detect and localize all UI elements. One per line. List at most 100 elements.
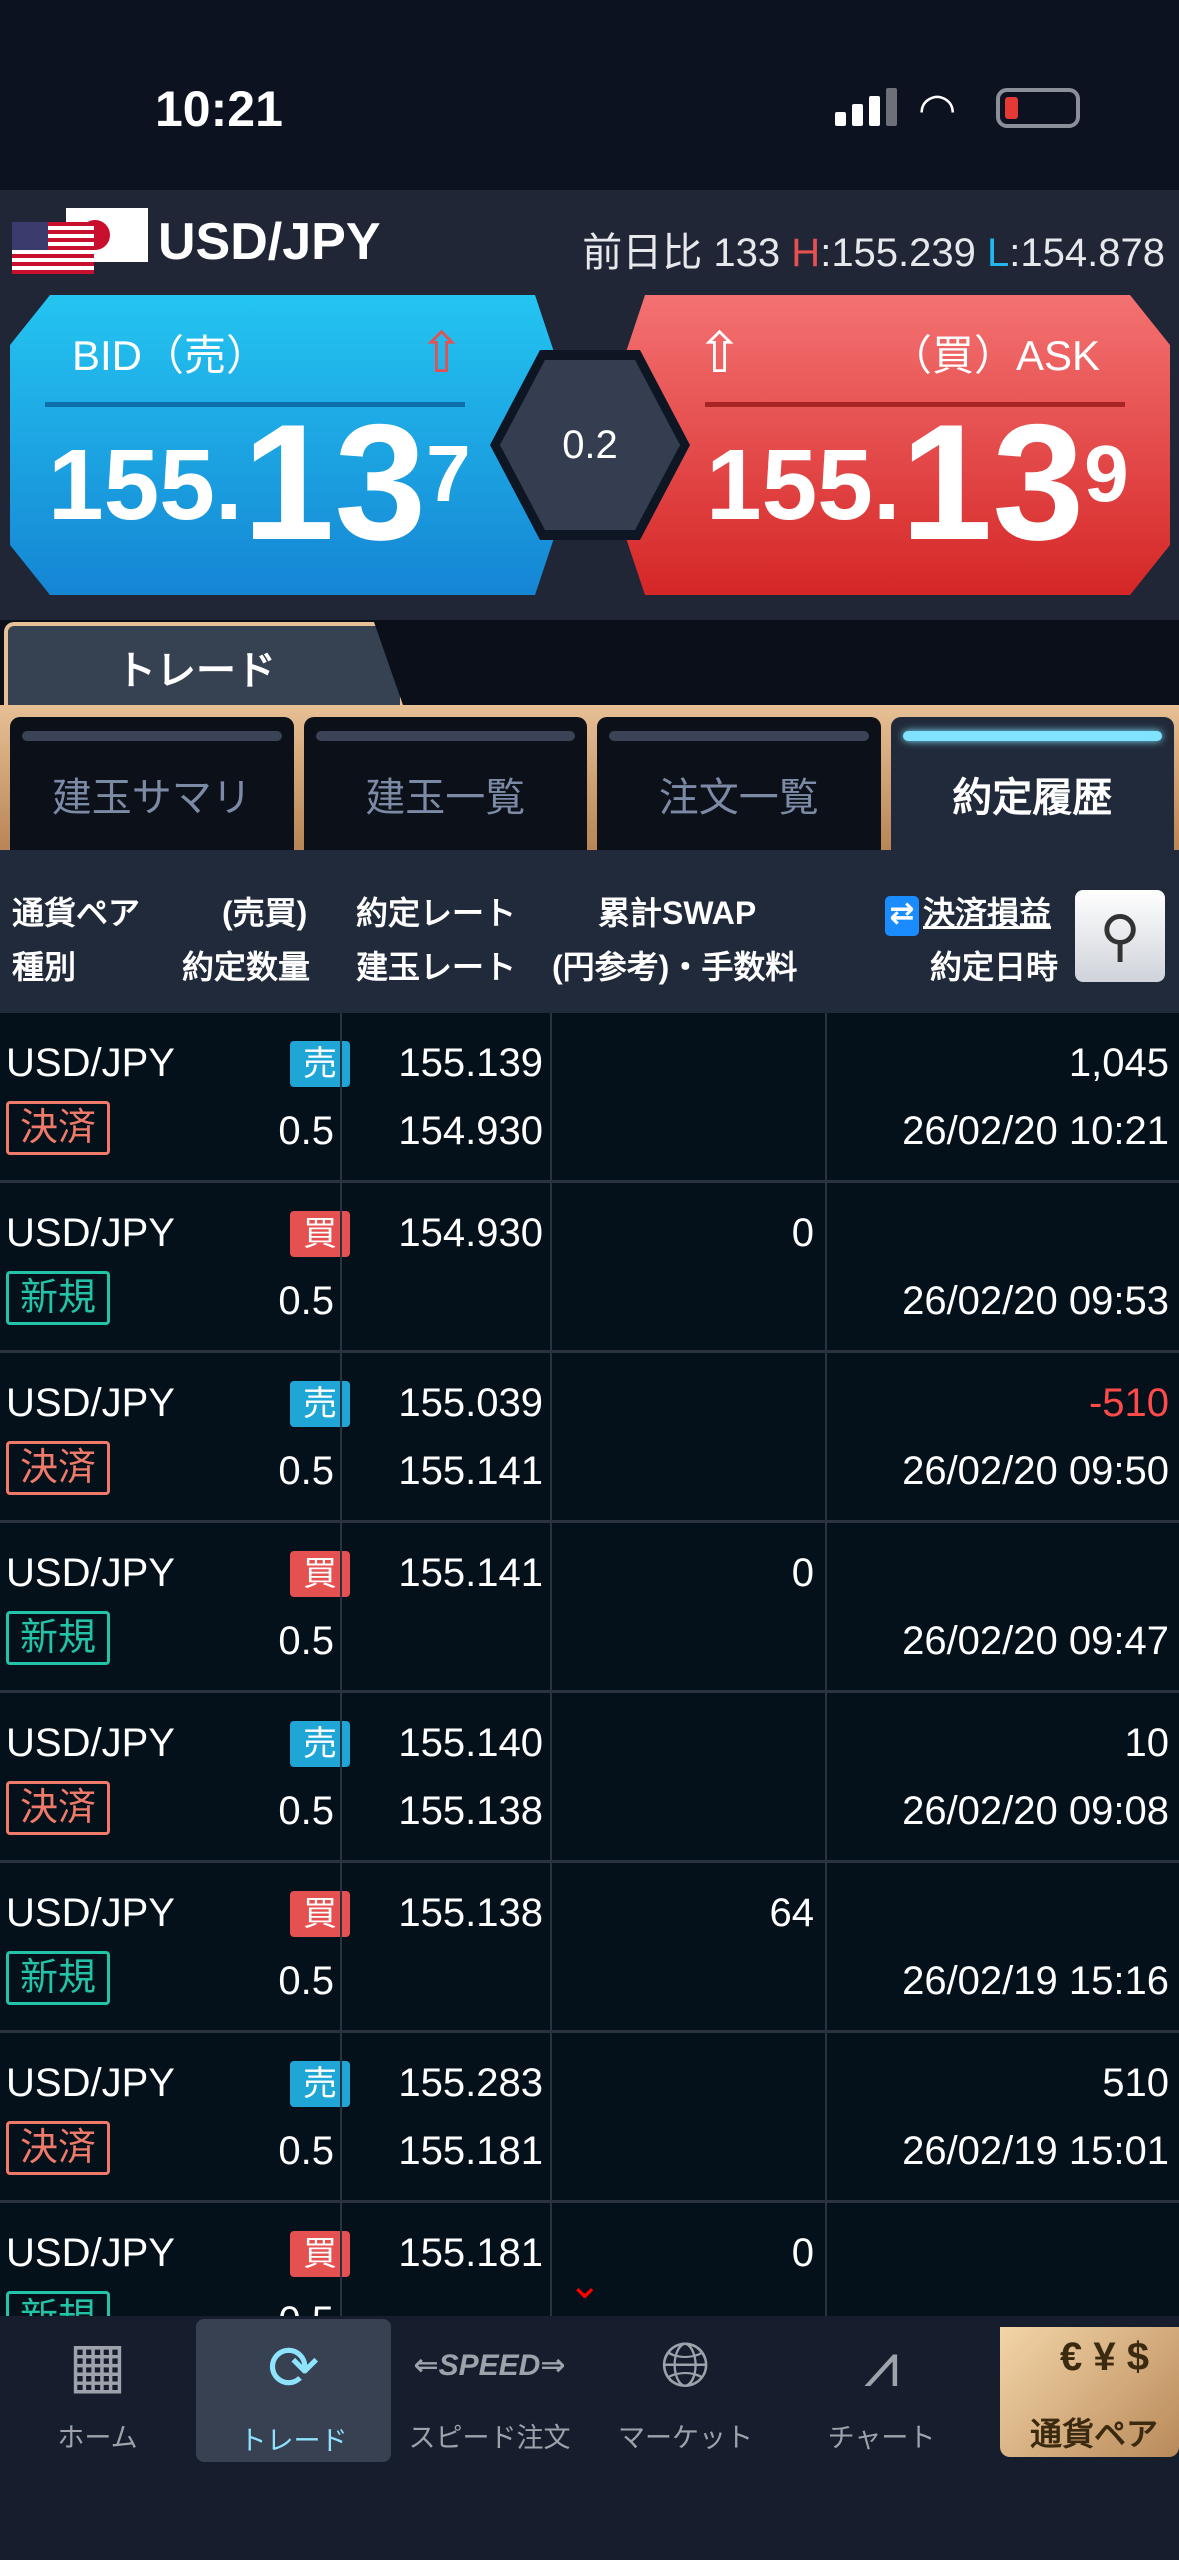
pair: USD/JPY [6, 1381, 175, 1425]
wifi-icon: ◠ [918, 85, 957, 134]
tab-position-summary[interactable]: 建玉サマリ [10, 717, 294, 850]
exec-rate: 155.141 [398, 1551, 543, 1595]
exec-date: 26/02/20 10:21 [902, 1109, 1169, 1153]
column-divider [340, 1013, 342, 2316]
type-badge: 新規 [6, 2291, 110, 2316]
pair: USD/JPY [6, 2061, 175, 2105]
quantity: 0.5 [278, 1789, 334, 1833]
swap-toggle-icon: ⇄ [885, 895, 919, 936]
position-rate: 155.138 [398, 1789, 543, 1833]
exec-date: 26/02/20 09:47 [902, 1619, 1169, 1663]
scroll-down-icon[interactable]: ⌄ [568, 2263, 602, 2307]
pair: USD/JPY [6, 1551, 175, 1595]
position-rate: 155.181 [398, 2129, 543, 2173]
currency-pair[interactable]: USD/JPY [158, 213, 381, 271]
exec-rate: 155.139 [398, 1041, 543, 1085]
search-icon: ⚲ [1099, 904, 1141, 967]
profit-loss: 1,045 [1068, 1041, 1169, 1085]
type-badge: 決済 [6, 1781, 110, 1835]
ask-label: （買）ASK [890, 332, 1101, 379]
pair: USD/JPY [6, 1041, 175, 1085]
search-button[interactable]: ⚲ [1075, 890, 1165, 982]
table-row[interactable]: USD/JPY 買 新規 0.5 154.930 0 26/02/20 09:5… [0, 1183, 1179, 1353]
chart-icon: ⩘ [864, 2331, 899, 2400]
table-header: 通貨ペア (売買) 約定レート 累計SWAP ⇄ 決済損益 種別 約定数量 建玉レ… [0, 850, 1179, 1013]
table-row[interactable]: USD/JPY 売 決済 0.5 155.140 155.138 10 26/0… [0, 1693, 1179, 1863]
table-row[interactable]: USD/JPY 売 決済 0.5 155.283 155.181 510 26/… [0, 2033, 1179, 2203]
currency-pair-button[interactable]: € ¥ $ 通貨ペア [1000, 2327, 1179, 2457]
table-row[interactable]: USD/JPY 買 新規 0.5 155.141 0 26/02/20 09:4… [0, 1523, 1179, 1693]
spread: 0.2 [500, 360, 680, 530]
tab-execution-history[interactable]: 約定履歴 [890, 717, 1174, 850]
refresh-icon: ⟳ [267, 2334, 320, 2403]
nav-trade[interactable]: ⟳ トレード [196, 2319, 391, 2462]
history-table[interactable]: USD/JPY 売 決済 0.5 155.139 154.930 1,045 2… [0, 1013, 1179, 2316]
pair: USD/JPY [6, 1721, 175, 1765]
grid-icon: ▦ [68, 2331, 127, 2400]
exec-date: 26/02/19 15:16 [902, 1959, 1169, 2003]
quantity: 0.5 [278, 1279, 334, 1323]
profit-loss: 10 [1124, 1721, 1170, 1765]
signal-icon [835, 88, 897, 126]
type-badge: 新規 [6, 1951, 110, 2005]
profit-loss: 510 [1102, 2061, 1169, 2105]
nav-home[interactable]: ▦ ホーム [0, 2316, 195, 2459]
exec-rate: 155.140 [398, 1721, 543, 1765]
bid-label: BID（売） [72, 332, 269, 379]
battery-icon [996, 88, 1080, 128]
quantity: 0.5 [278, 1109, 334, 1153]
currency-icon: € ¥ $ [1060, 2335, 1149, 2379]
pair-bar [0, 190, 1179, 290]
exec-rate: 154.930 [398, 1211, 543, 1255]
pl-sort-toggle[interactable]: ⇄ 決済損益 [885, 888, 1051, 936]
tab-trade[interactable]: トレード [4, 622, 404, 708]
quantity: 0.5 [278, 2129, 334, 2173]
subtabs: 建玉サマリ 建玉一覧 注文一覧 約定履歴 [0, 705, 1179, 850]
type-badge: 新規 [6, 1271, 110, 1325]
exec-date: 26/02/20 09:53 [902, 1279, 1169, 1323]
bid-price: 155. 13 7 [48, 390, 471, 574]
globe-icon: 🌐︎ [660, 2331, 711, 2400]
position-rate: 154.930 [398, 1109, 543, 1153]
ask-divider [705, 402, 1125, 407]
ask-price: 155. 13 9 [706, 390, 1129, 574]
pair: USD/JPY [6, 1211, 175, 1255]
pair: USD/JPY [6, 2231, 175, 2275]
type-badge: 決済 [6, 1101, 110, 1155]
position-rate: 155.141 [398, 1449, 543, 1493]
column-divider [550, 1013, 552, 2316]
swap: 64 [769, 1891, 815, 1935]
exec-date: 26/02/20 09:50 [902, 1449, 1169, 1493]
nav-chart[interactable]: ⩘ チャート [784, 2316, 979, 2459]
table-row[interactable]: USD/JPY 買 新規 0.5 155.138 64 26/02/19 15:… [0, 1863, 1179, 2033]
nav-speed-order[interactable]: ⇐SPEED⇒ スピード注文 [392, 2316, 587, 2459]
pair: USD/JPY [6, 1891, 175, 1935]
tab-order-list[interactable]: 注文一覧 [597, 717, 881, 850]
table-row[interactable]: USD/JPY 売 決済 0.5 155.039 155.141 -510 26… [0, 1353, 1179, 1523]
tab-position-list[interactable]: 建玉一覧 [303, 717, 587, 850]
type-badge: 決済 [6, 2121, 110, 2175]
table-row[interactable]: USD/JPY 買 新規 0.5 155.181 0 [0, 2203, 1179, 2316]
column-divider [825, 1013, 827, 2316]
type-badge: 決済 [6, 1441, 110, 1495]
swap: 0 [791, 1551, 814, 1595]
speed-icon: ⇐SPEED⇒ [413, 2349, 566, 2382]
bottom-nav: ▦ ホーム ⟳ トレード ⇐SPEED⇒ スピード注文 🌐︎ マーケット ⩘ チャート [0, 2316, 1179, 2560]
bid-divider [45, 402, 465, 407]
ask-button[interactable] [605, 295, 1170, 595]
table-row[interactable]: USD/JPY 売 決済 0.5 155.139 154.930 1,045 2… [0, 1013, 1179, 1183]
quantity: 0.5 [278, 2299, 334, 2316]
type-badge: 新規 [6, 1611, 110, 1665]
profit-loss: -510 [1088, 1381, 1169, 1425]
exec-rate: 155.283 [398, 2061, 543, 2105]
bid-button[interactable] [10, 295, 575, 595]
quantity: 0.5 [278, 1959, 334, 2003]
up-arrow-icon: ⇧ [696, 321, 743, 384]
swap: 0 [791, 1211, 814, 1255]
nav-market[interactable]: 🌐︎ マーケット [588, 2316, 783, 2459]
up-arrow-icon: ⇧ [418, 321, 465, 384]
exec-rate: 155.138 [398, 1891, 543, 1935]
exec-date: 26/02/19 15:01 [902, 2129, 1169, 2173]
us-flag-icon [12, 222, 94, 274]
exec-rate: 155.181 [398, 2231, 543, 2275]
